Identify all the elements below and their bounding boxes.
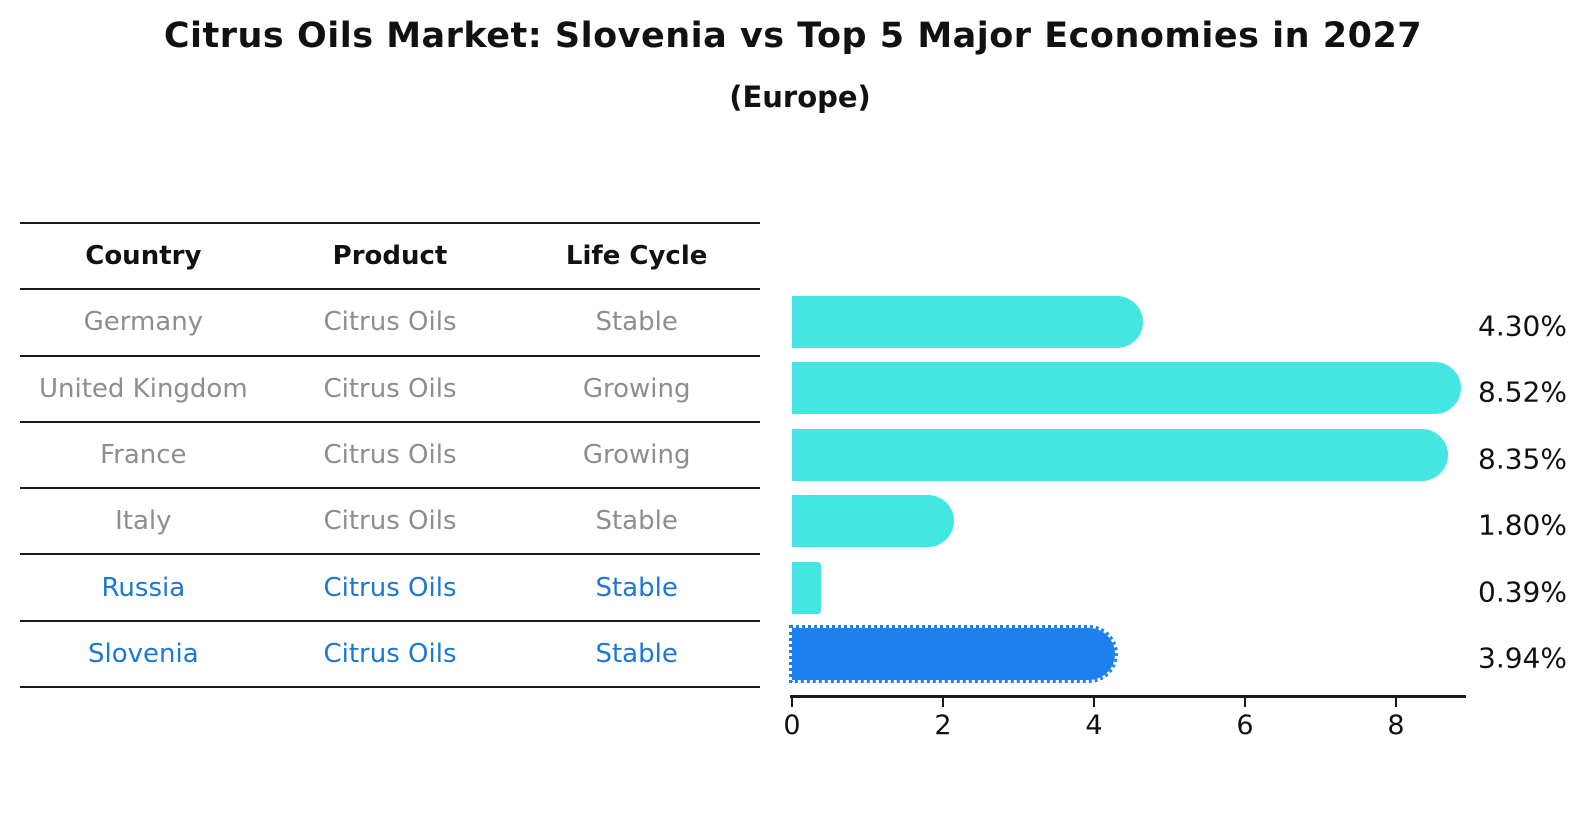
cell-product: Citrus Oils [323, 572, 457, 603]
cell-country: Russia [101, 572, 186, 603]
cell-life-cycle: Stable [595, 307, 678, 338]
cell-product: Citrus Oils [323, 440, 457, 471]
column-header-product: Product [332, 241, 448, 272]
x-tick-mark [942, 698, 944, 707]
x-tick-mark [791, 698, 793, 707]
table-row: Germany Citrus Oils Stable [20, 290, 760, 357]
cell-country: Slovenia [88, 638, 199, 669]
bar-value-label: 4.30% [1478, 309, 1567, 343]
x-tick-mark [1244, 698, 1246, 707]
x-tick-mark [1395, 698, 1397, 707]
bar-value-label: 0.39% [1478, 575, 1567, 609]
x-tick-label: 0 [783, 710, 801, 741]
table-row: United Kingdom Citrus Oils Growing [20, 357, 760, 423]
bar-france [792, 428, 1449, 481]
x-tick-label: 6 [1236, 710, 1254, 741]
cell-country: France [100, 440, 187, 471]
bar-value-label: 8.35% [1478, 442, 1567, 476]
bar-value-label: 1.80% [1478, 508, 1567, 542]
table-body: Germany Citrus Oils Stable United Kingdo… [20, 290, 760, 689]
cell-product: Citrus Oils [323, 373, 457, 404]
bar-germany [792, 296, 1143, 348]
cell-life-cycle: Stable [595, 638, 678, 669]
table-row: Italy Citrus Oils Stable [20, 489, 760, 556]
chart-title: Citrus Oils Market: Slovenia vs Top 5 Ma… [163, 16, 1423, 56]
cell-country: Germany [83, 307, 204, 338]
cell-life-cycle: Growing [582, 440, 691, 471]
x-tick-mark [1093, 698, 1095, 707]
x-axis-line [790, 695, 1466, 698]
table-row: Russia Citrus Oils Stable [20, 555, 760, 622]
cell-life-cycle: Stable [595, 506, 678, 537]
column-header-life-cycle: Life Cycle [565, 241, 708, 272]
cell-life-cycle: Growing [582, 373, 691, 404]
cell-life-cycle: Stable [595, 572, 678, 603]
table-header-row: Country Product Life Cycle [20, 224, 760, 291]
column-header-country: Country [85, 241, 202, 272]
x-tick-label: 2 [934, 710, 952, 741]
cell-product: Citrus Oils [323, 638, 457, 669]
x-tick-label: 8 [1387, 710, 1405, 741]
bar-united-kingdom [792, 362, 1462, 415]
cell-product: Citrus Oils [323, 307, 457, 338]
country-table: Country Product Life Cycle Germany Citru… [20, 222, 760, 689]
cell-product: Citrus Oils [323, 506, 457, 537]
cell-country: Italy [115, 506, 172, 537]
bar-value-label: 8.52% [1478, 375, 1567, 409]
bar-value-label: 3.94% [1478, 641, 1567, 675]
bar-russia [792, 561, 822, 614]
bar-italy [792, 495, 954, 548]
cell-country: United Kingdom [38, 373, 248, 404]
x-tick-label: 4 [1085, 710, 1103, 741]
table-row: Slovenia Citrus Oils Stable [20, 622, 760, 689]
bar-slovenia [789, 625, 1119, 683]
chart-subtitle: (Europe) [729, 80, 871, 114]
table-row: France Citrus Oils Growing [20, 423, 760, 490]
